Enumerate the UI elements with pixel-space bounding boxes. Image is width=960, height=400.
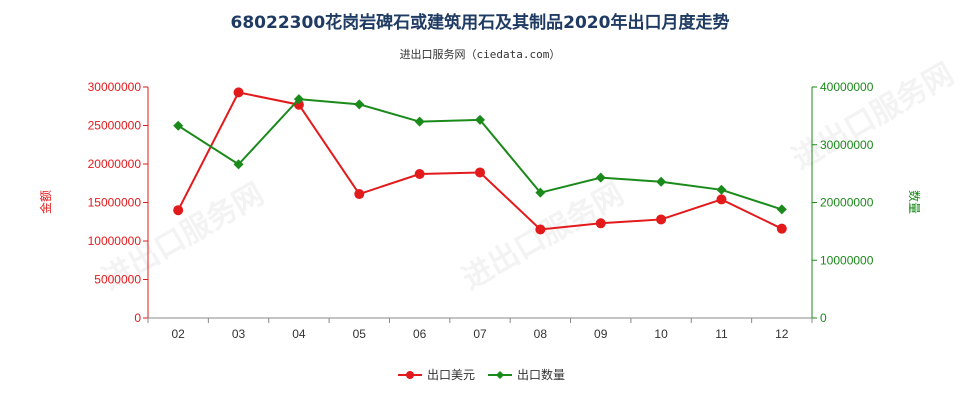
data-point-1 bbox=[233, 87, 244, 98]
x-tick-label: 08 bbox=[534, 327, 548, 341]
y-right-tick-label: 30000000 bbox=[820, 138, 874, 152]
data-point-1 bbox=[776, 223, 787, 234]
x-tick-label: 04 bbox=[292, 327, 306, 341]
x-tick-label: 05 bbox=[353, 327, 367, 341]
watermark-text: 进出口服务网 bbox=[787, 57, 960, 177]
data-point-1 bbox=[173, 205, 184, 216]
series-layer bbox=[173, 87, 787, 235]
y-left-tick-label: 20000000 bbox=[88, 157, 142, 171]
data-point-1 bbox=[595, 218, 606, 229]
legend-label: 出口美元 bbox=[427, 368, 475, 382]
legend-label: 出口数量 bbox=[517, 367, 565, 382]
x-tick-label: 02 bbox=[172, 327, 186, 341]
y-right-tick-label: 20000000 bbox=[820, 196, 874, 210]
data-point-1 bbox=[475, 167, 485, 178]
x-tick-label: 03 bbox=[232, 327, 246, 341]
data-point-1 bbox=[414, 169, 425, 180]
y-right-tick-label: 40000000 bbox=[820, 80, 874, 94]
y-left-axis-title: 金额 bbox=[38, 190, 53, 214]
series-line-1 bbox=[177, 91, 783, 231]
legend-swatch-marker bbox=[406, 371, 414, 379]
y-right-axis-title: 数量 bbox=[907, 190, 922, 214]
data-point-2 bbox=[233, 159, 244, 170]
data-point-2 bbox=[475, 114, 485, 125]
chart-subtitle: 进出口服务网（ciedata.com） bbox=[400, 47, 561, 61]
data-point-2 bbox=[354, 99, 365, 110]
x-tick-label: 11 bbox=[715, 327, 728, 341]
y-left-tick-label: 10000000 bbox=[88, 234, 142, 248]
y-left-tick-label: 30000000 bbox=[88, 80, 142, 94]
data-point-2 bbox=[776, 204, 787, 215]
legend: 出口美元 出口数量 bbox=[398, 367, 565, 382]
x-tick-label: 09 bbox=[594, 327, 608, 341]
y-left-tick-label: 25000000 bbox=[88, 119, 142, 133]
y-left-tick-label: 0 bbox=[134, 311, 141, 325]
data-point-2 bbox=[414, 116, 425, 127]
data-point-2 bbox=[595, 172, 606, 183]
data-point-1 bbox=[656, 214, 667, 225]
y-left-tick-label: 15000000 bbox=[88, 196, 142, 210]
data-point-1 bbox=[716, 194, 727, 205]
data-point-2 bbox=[293, 94, 304, 105]
data-point-2 bbox=[716, 184, 727, 195]
y-right-tick-label: 0 bbox=[820, 311, 827, 325]
data-point-1 bbox=[535, 224, 546, 235]
x-tick-label: 07 bbox=[473, 327, 487, 341]
chart-title: 68022300花岗岩碑石或建筑用石及其制品2020年出口月度走势 bbox=[231, 12, 730, 33]
data-point-2 bbox=[535, 187, 546, 198]
x-tick-label: 06 bbox=[413, 327, 427, 341]
y-right-tick-label: 10000000 bbox=[820, 253, 874, 267]
y-left-tick-label: 5000000 bbox=[94, 273, 141, 287]
data-point-2 bbox=[173, 120, 184, 131]
axes: 0 5000000 10000000 15000000 20000000 25000000… bbox=[88, 80, 874, 341]
x-tick-label: 12 bbox=[775, 327, 789, 341]
x-tick-label: 10 bbox=[654, 327, 668, 341]
data-point-2 bbox=[656, 176, 667, 187]
legend-swatch-marker bbox=[496, 371, 504, 379]
data-point-1 bbox=[354, 189, 365, 200]
